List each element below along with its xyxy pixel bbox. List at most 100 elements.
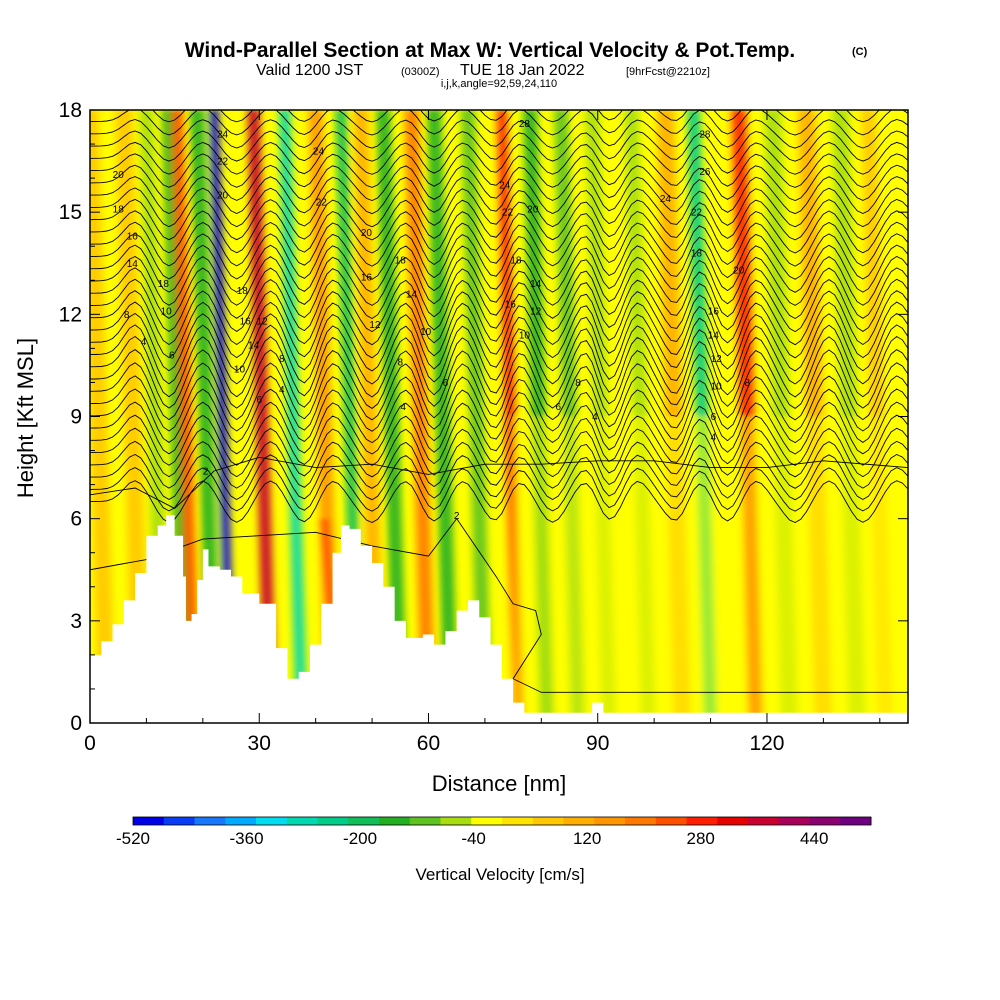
contour-label-17: 8 <box>279 354 285 365</box>
isentrope-9 <box>90 362 908 421</box>
terrain <box>90 515 908 723</box>
chart-title-suffix: (C) <box>852 46 868 58</box>
colorbar-swatch-20 <box>748 817 780 825</box>
contour-label-2: 16 <box>127 232 139 243</box>
contour-label-48: 20 <box>733 266 745 277</box>
velocity-band-15 <box>427 110 459 723</box>
isentrope-19 <box>90 244 908 293</box>
colorbar-swatch-17 <box>655 817 687 825</box>
colorbar-tick-label-2: -200 <box>343 829 377 848</box>
isentrope-12 <box>90 324 908 385</box>
isentrope-14 <box>90 301 908 359</box>
velocity-band-16 <box>460 110 492 723</box>
potential-temperature-contours <box>90 110 908 693</box>
isentrope-28 <box>90 141 908 175</box>
isentrope-7 <box>90 388 908 444</box>
contour-label-21: 22 <box>316 197 328 208</box>
contour-label-1: 18 <box>113 204 125 215</box>
x-axis: 0 30 60 90 120 <box>84 110 881 755</box>
y-axis: 0 3 6 9 12 15 18 <box>59 99 908 735</box>
colorbar-tick-label-5: 280 <box>687 829 715 848</box>
contour-label-16: 12 <box>256 317 268 328</box>
isentrope-15 <box>90 290 908 346</box>
contour-label-8: 6 <box>169 351 175 362</box>
contour-label-55: 4 <box>711 432 717 443</box>
velocity-band-7 <box>247 110 277 723</box>
contour-label-40: 8 <box>575 378 581 389</box>
colorbar-frame <box>132 816 872 826</box>
colorbar-swatch-14 <box>563 817 595 825</box>
contour-label-53: 8 <box>744 378 750 389</box>
contour-label-31: 28 <box>519 119 531 130</box>
colorbar-swatch-8 <box>379 817 411 825</box>
y-tick-label-0: 0 <box>70 712 82 735</box>
x-tick-label-2: 60 <box>417 732 440 755</box>
contour-label-41: 6 <box>555 402 561 413</box>
contour-label-42: 4 <box>592 412 598 423</box>
valid-zulu-text: (0300Z) <box>401 66 440 78</box>
isentrope-10 <box>90 349 908 409</box>
isentrope-30 <box>90 119 908 149</box>
colorbar-swatch-10 <box>440 817 472 825</box>
low-contour-1 <box>90 517 908 693</box>
isentrope-5 <box>90 414 908 466</box>
chart-title: Wind-Parallel Section at Max W: Vertical… <box>185 39 796 62</box>
contour-label-9: 24 <box>217 129 229 140</box>
colorbar-swatch-11 <box>471 817 503 825</box>
colorbar-tick-label-6: 440 <box>800 829 828 848</box>
contour-label-36: 16 <box>505 300 517 311</box>
isentrope-1 <box>90 467 908 512</box>
y-tick-label-4: 12 <box>59 303 82 326</box>
contour-label-22: 20 <box>361 228 373 239</box>
colorbar-swatch-23 <box>840 817 872 825</box>
colorbar-label: Vertical Velocity [cm/s] <box>415 865 584 884</box>
colorbar-swatch-15 <box>594 817 626 825</box>
contour-label-30: 4 <box>400 402 406 413</box>
isentrope-13 <box>90 312 908 372</box>
colorbar-swatch-18 <box>686 817 718 825</box>
contour-label-14: 14 <box>248 340 260 351</box>
isentrope-21 <box>90 221 908 267</box>
contour-labels: 20 18 16 14 18 10 8 4 6 24 22 20 18 16 14 10 12 8 6 4 24 22 20… <box>113 119 751 522</box>
isentrope-18 <box>90 255 908 306</box>
colorbar: -520 -360 -200 -40 120 280 440 <box>116 816 872 848</box>
isentrope-31 <box>90 110 908 136</box>
contour-label-20: 24 <box>313 146 325 157</box>
low-contour-2 <box>90 456 908 509</box>
contour-label-32: 24 <box>499 180 511 191</box>
colorbar-swatch-19 <box>717 817 749 825</box>
velocity-band-13 <box>376 110 408 723</box>
contour-label-35: 18 <box>510 255 522 266</box>
contour-label-51: 12 <box>711 354 723 365</box>
colorbar-swatch-12 <box>502 817 534 825</box>
contour-label-7: 4 <box>141 337 147 348</box>
contour-label-10: 22 <box>217 157 229 168</box>
isentrope-20 <box>90 233 908 280</box>
colorbar-swatch-0 <box>133 817 165 825</box>
isentrope-26 <box>90 164 908 201</box>
contour-label-39: 10 <box>519 330 531 341</box>
contour-label-13: 16 <box>240 317 252 328</box>
contour-label-54: 6 <box>711 412 717 423</box>
colorbar-swatch-5 <box>286 817 318 825</box>
isentrope-27 <box>90 153 908 188</box>
colorbar-tick-label-0: -520 <box>116 829 150 848</box>
contour-label-5: 10 <box>161 306 173 317</box>
x-tick-label-3: 90 <box>586 732 609 755</box>
isentrope-24 <box>90 187 908 228</box>
contour-label-0: 20 <box>113 170 125 181</box>
isentrope-32 <box>152 110 880 123</box>
colorbar-swatch-1 <box>163 817 195 825</box>
colorbar-tick-label-3: -40 <box>461 829 486 848</box>
colorbar-tick-label-1: -360 <box>230 829 264 848</box>
x-tick-label-0: 0 <box>84 732 96 755</box>
contour-label-18: 6 <box>256 395 262 406</box>
contour-label-37: 14 <box>530 279 542 290</box>
contour-label-34: 20 <box>527 204 539 215</box>
isentrope-8 <box>90 375 908 432</box>
velocity-band-0 <box>90 110 116 723</box>
contour-label-47: 18 <box>691 249 703 260</box>
isentrope-17 <box>90 267 908 320</box>
contour-label-11: 20 <box>217 191 229 202</box>
